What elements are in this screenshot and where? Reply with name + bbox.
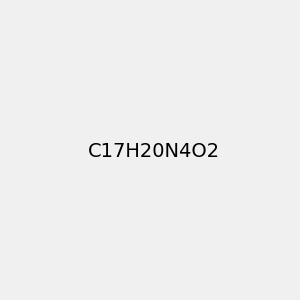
Text: C17H20N4O2: C17H20N4O2 [88,142,220,161]
